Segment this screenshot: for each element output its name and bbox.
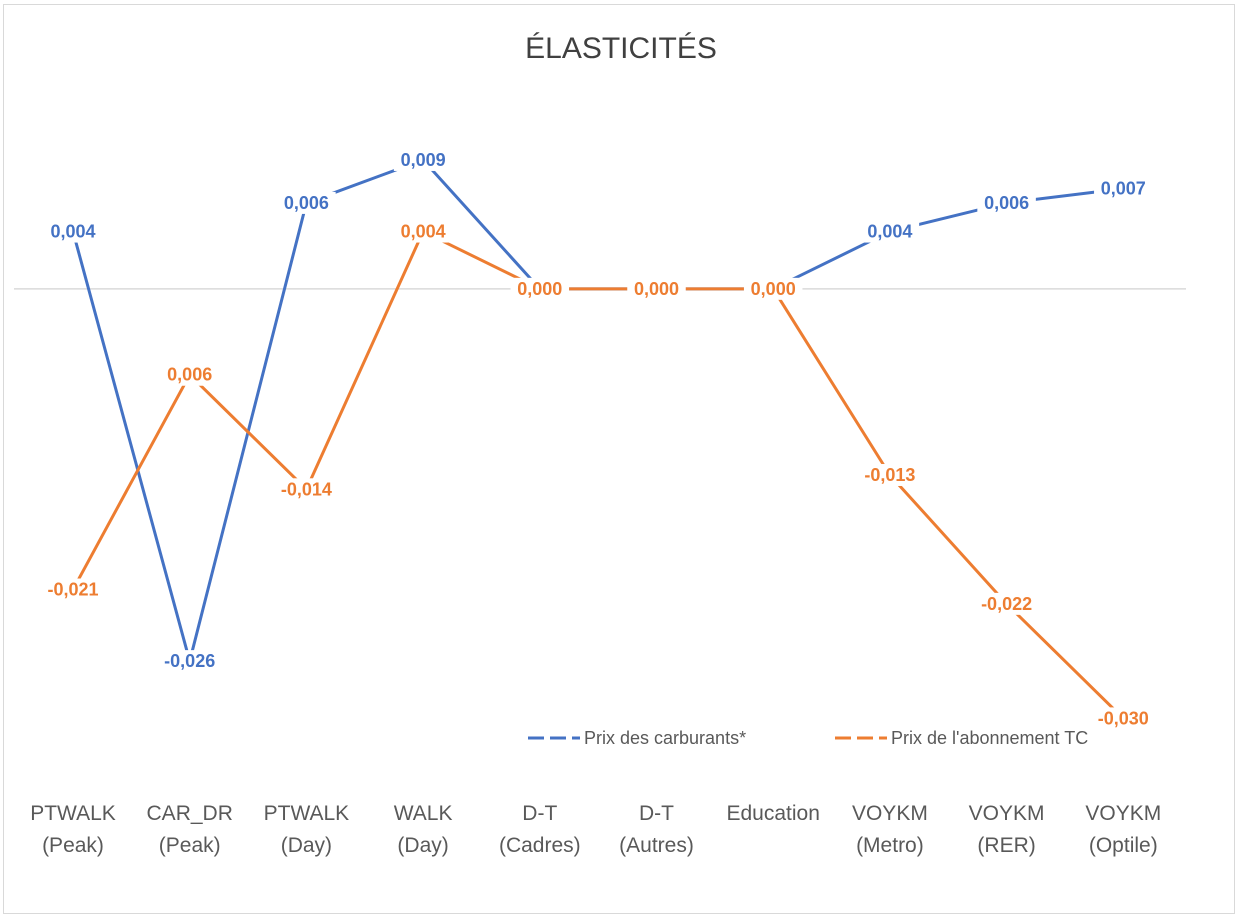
data-label-series-0-8: 0,006 (984, 193, 1029, 213)
legend: Prix des carburants* Prix de l'abonnement… (528, 728, 1088, 748)
data-label-bg (155, 650, 225, 673)
legend-label-0: Prix des carburants* (584, 728, 746, 748)
data-label-bg (977, 191, 1036, 214)
data-label-series-1-9: -0,030 (1098, 708, 1149, 728)
data-label-series-0-0: 0,004 (50, 222, 95, 242)
category-label-4: D-T (Cadres) (499, 802, 581, 857)
chart-frame (3, 4, 1235, 914)
data-label-bg (743, 277, 803, 300)
data-label-bg (972, 592, 1042, 615)
data-label-bg (1088, 707, 1158, 730)
data-label-bg (510, 277, 570, 300)
legend-label-1: Prix de l'abonnement TC (891, 728, 1088, 748)
series-1-segment-8 (1005, 602, 1125, 720)
data-label-bg (1094, 177, 1153, 200)
data-label-series-1-4: 0,000 (517, 279, 562, 299)
data-label-series-1-5: 0,000 (634, 279, 679, 299)
series-1-segment-1 (188, 373, 308, 491)
data-label-series-1-8: -0,022 (981, 594, 1032, 614)
series-lines (71, 158, 1125, 720)
data-label-bg (627, 277, 686, 300)
series-0-segment-3 (421, 158, 542, 291)
data-label-series-1-0: -0,021 (47, 580, 98, 600)
data-label-series-1-1: 0,006 (167, 365, 212, 385)
category-label-6: Education (726, 802, 819, 825)
category-label-3: WALK (Day) (394, 802, 453, 857)
data-label-series-0-1: -0,026 (164, 651, 215, 671)
data-label-bg (38, 578, 108, 601)
series-1-segment-0 (71, 373, 192, 592)
data-label-series-1-3: 0,004 (401, 222, 446, 242)
data-label-bg (43, 220, 103, 243)
category-label-7: VOYKM (Metro) (852, 802, 928, 857)
category-label-5: D-T (Autres) (619, 802, 694, 857)
data-label-bg (393, 148, 453, 171)
data-label-series-1-2: -0,014 (281, 479, 332, 499)
series-1-segment-7 (888, 473, 1009, 606)
category-labels: PTWALK (Peak) CAR_DR (Peak) PTWALK (Day) WALK(… (30, 802, 1161, 857)
data-label-series-0-7: 0,004 (867, 222, 912, 242)
data-label-bg (393, 220, 453, 243)
series-1-segment-2 (304, 230, 425, 491)
category-label-9: VOYKM (Optile) (1085, 802, 1161, 857)
data-label-bg (860, 220, 920, 243)
category-label-0: PTWALK (Peak) (30, 802, 116, 857)
data-label-series-1-7: -0,013 (864, 465, 915, 485)
data-label-bg (855, 463, 925, 486)
category-label-2: PTWALK (Day) (264, 802, 350, 857)
data-labels: 0,004 -0,026 0,006 0,009 0,004 0,006 0,007 -0,0… (38, 148, 1158, 730)
series-1-segment-6 (771, 287, 892, 477)
series-0-segment-0 (71, 230, 192, 663)
data-label-series-0-9: 0,007 (1101, 179, 1146, 199)
category-label-1: CAR_DR (Peak) (147, 802, 233, 857)
data-label-series-1-6: 0,000 (751, 279, 796, 299)
data-label-bg (271, 478, 341, 501)
data-label-series-0-3: 0,009 (401, 150, 446, 170)
data-label-bg (277, 191, 336, 214)
category-label-8: VOYKM (RER) (969, 802, 1045, 857)
data-label-bg (160, 363, 219, 386)
chart-title: ÉLASTICITÉS (525, 32, 717, 65)
data-label-series-0-2: 0,006 (284, 193, 329, 213)
